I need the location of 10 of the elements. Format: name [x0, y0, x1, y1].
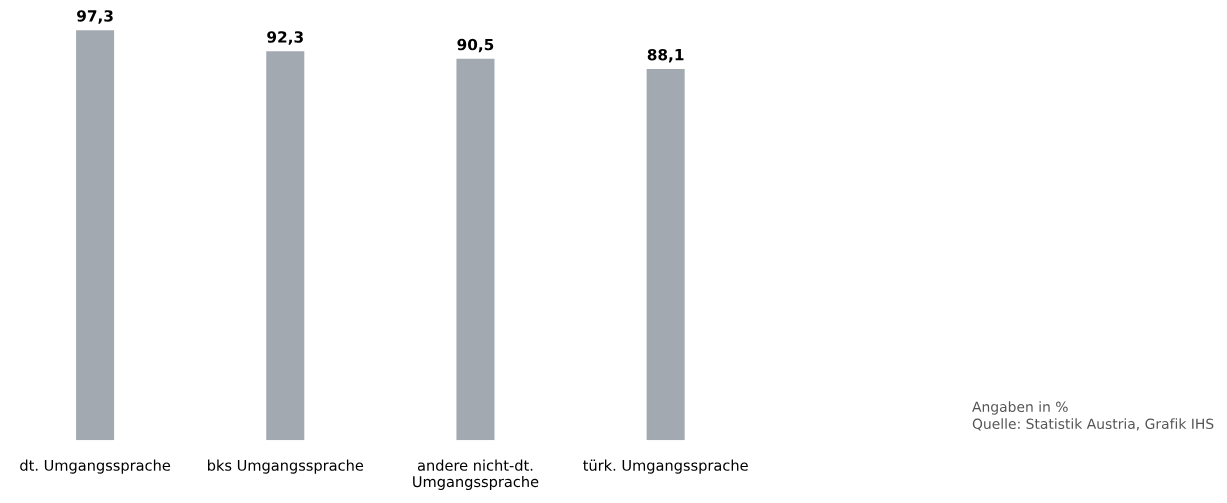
- source-note: Quelle: Statistik Austria, Grafik IHS: [972, 418, 1214, 431]
- data-label: 97,3: [77, 10, 113, 24]
- x-tick-label: bks Umgangssprache: [208, 459, 364, 474]
- data-label: 90,5: [457, 38, 494, 53]
- text: Angaben in %: [972, 401, 1068, 415]
- data-label: 88,1: [647, 48, 684, 63]
- x-tick-label: andere nicht-dt. Umgangssprache: [413, 459, 539, 491]
- x-tick-label: dt. Umgangssprache: [20, 459, 171, 474]
- data-label: 92,3: [267, 31, 303, 45]
- x-tick-label: türk. Umgangssprache: [583, 459, 748, 474]
